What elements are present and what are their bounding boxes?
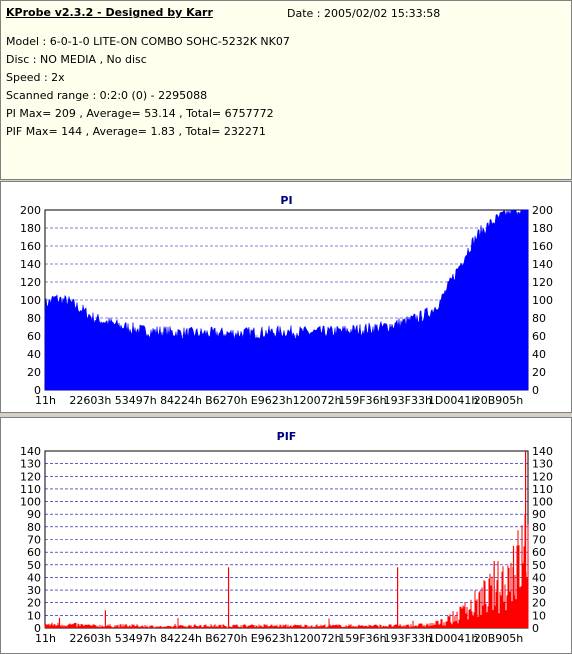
disc-line: Disc : NO MEDIA , No disc bbox=[6, 53, 147, 66]
x-tick-label: 53497h bbox=[115, 394, 157, 407]
y-tick-label-right: 90 bbox=[532, 508, 546, 521]
y-tick-label-left: 40 bbox=[27, 571, 41, 584]
y-tick-label-left: 70 bbox=[27, 534, 41, 547]
x-tick-label: 1D0041h bbox=[428, 632, 478, 645]
y-tick-label-left: 160 bbox=[20, 240, 41, 253]
x-tick-label: 11h bbox=[35, 394, 56, 407]
x-tick-label: 193F33h bbox=[384, 394, 432, 407]
y-tick-label-left: 140 bbox=[20, 258, 41, 271]
y-tick-label-right: 70 bbox=[532, 534, 546, 547]
y-tick-label-right: 120 bbox=[532, 276, 553, 289]
x-tick-label: 53497h bbox=[115, 632, 157, 645]
y-tick-label-right: 30 bbox=[532, 584, 546, 597]
y-tick-label-right: 200 bbox=[532, 204, 553, 217]
x-tick-label: 193F33h bbox=[384, 632, 432, 645]
y-tick-label-left: 20 bbox=[27, 597, 41, 610]
x-tick-label: 159F36h bbox=[338, 632, 386, 645]
y-tick-label-right: 120 bbox=[532, 470, 553, 483]
y-tick-label-right: 60 bbox=[532, 330, 546, 343]
model-line: Model : 6-0-1-0 LITE-ON COMBO SOHC-5232K… bbox=[6, 35, 290, 48]
y-tick-label-right: 50 bbox=[532, 559, 546, 572]
pif-series-bars bbox=[44, 514, 529, 628]
y-tick-label-left: 100 bbox=[20, 496, 41, 509]
y-tick-label-left: 110 bbox=[20, 483, 41, 496]
y-tick-label-right: 140 bbox=[532, 258, 553, 271]
y-tick-label-right: 20 bbox=[532, 597, 546, 610]
scanned-range-line: Scanned range : 0:2:0 (0) - 2295088 bbox=[6, 89, 208, 102]
y-tick-label-left: 40 bbox=[27, 348, 41, 361]
x-tick-label: B6270h bbox=[205, 632, 248, 645]
y-tick-label-left: 140 bbox=[20, 445, 41, 458]
y-tick-label-left: 10 bbox=[27, 609, 41, 622]
x-tick-label: 159F36h bbox=[338, 394, 386, 407]
y-tick-label-left: 180 bbox=[20, 222, 41, 235]
y-tick-label-right: 20 bbox=[532, 366, 546, 379]
y-tick-label-right: 180 bbox=[532, 222, 553, 235]
y-tick-label-left: 0 bbox=[34, 384, 41, 397]
speed-line: Speed : 2x bbox=[6, 71, 65, 84]
y-tick-label-right: 80 bbox=[532, 521, 546, 534]
y-tick-label-right: 100 bbox=[532, 496, 553, 509]
y-tick-label-right: 100 bbox=[532, 294, 553, 307]
y-tick-label-right: 60 bbox=[532, 546, 546, 559]
x-tick-label: 84224h bbox=[160, 632, 202, 645]
y-tick-label-right: 110 bbox=[532, 483, 553, 496]
y-tick-label-left: 90 bbox=[27, 508, 41, 521]
x-tick-label: 11h bbox=[35, 632, 56, 645]
scan-date: Date : 2005/02/02 15:33:58 bbox=[287, 7, 441, 20]
y-tick-label-left: 120 bbox=[20, 276, 41, 289]
chart-title-0: PI bbox=[280, 194, 292, 207]
y-tick-label-right: 0 bbox=[532, 384, 539, 397]
y-tick-label-right: 0 bbox=[532, 622, 539, 635]
chart-title-1: PIF bbox=[277, 430, 297, 443]
y-tick-label-right: 40 bbox=[532, 571, 546, 584]
y-tick-label-left: 50 bbox=[27, 559, 41, 572]
y-tick-label-left: 80 bbox=[27, 521, 41, 534]
x-tick-label: 84224h bbox=[160, 394, 202, 407]
x-tick-label: 22603h bbox=[69, 394, 111, 407]
pif-summary-line: PIF Max= 144 , Average= 1.83 , Total= 23… bbox=[6, 125, 266, 138]
y-tick-label-right: 130 bbox=[532, 458, 553, 471]
x-tick-label: 1D0041h bbox=[428, 394, 478, 407]
y-tick-label-right: 10 bbox=[532, 609, 546, 622]
y-tick-label-left: 30 bbox=[27, 584, 41, 597]
x-tick-label: 120072h bbox=[293, 632, 342, 645]
pi-chart-panel: PI 0 0 20 20 40 40 60 60 80 80 100 100 120 120 140 140 16… bbox=[0, 181, 572, 413]
app-title: KProbe v2.3.2 - Designed by Karr bbox=[6, 6, 213, 19]
y-tick-label-left: 80 bbox=[27, 312, 41, 325]
pi-series-area bbox=[44, 209, 529, 391]
pi-summary-line: PI Max= 209 , Average= 53.14 , Total= 67… bbox=[6, 107, 274, 120]
info-panel: KProbe v2.3.2 - Designed by Karr Date : … bbox=[0, 0, 572, 180]
y-tick-label-right: 140 bbox=[532, 445, 553, 458]
y-tick-label-left: 60 bbox=[27, 330, 41, 343]
x-tick-label: 20B905h bbox=[474, 632, 524, 645]
y-tick-label-left: 120 bbox=[20, 470, 41, 483]
x-tick-label: E9623h bbox=[251, 394, 293, 407]
x-tick-label: 22603h bbox=[69, 632, 111, 645]
x-tick-label: B6270h bbox=[205, 394, 248, 407]
y-tick-label-left: 20 bbox=[27, 366, 41, 379]
y-tick-label-left: 0 bbox=[34, 622, 41, 635]
y-tick-label-left: 130 bbox=[20, 458, 41, 471]
y-tick-label-left: 100 bbox=[20, 294, 41, 307]
y-tick-label-left: 200 bbox=[20, 204, 41, 217]
x-tick-label: 120072h bbox=[293, 394, 342, 407]
pif-chart-panel: PIF 0 0 10 10 20 20 30 30 40 40 50 50 60 60 70 70 80 80 90 9… bbox=[0, 417, 572, 654]
x-tick-label: 20B905h bbox=[474, 394, 524, 407]
y-tick-label-left: 60 bbox=[27, 546, 41, 559]
y-tick-label-right: 40 bbox=[532, 348, 546, 361]
x-tick-label: E9623h bbox=[251, 632, 293, 645]
pi-chart: PI 0 0 20 20 40 40 60 60 80 80 100 100 120 120 140 140 16… bbox=[20, 194, 553, 407]
y-tick-label-right: 80 bbox=[532, 312, 546, 325]
y-tick-label-right: 160 bbox=[532, 240, 553, 253]
